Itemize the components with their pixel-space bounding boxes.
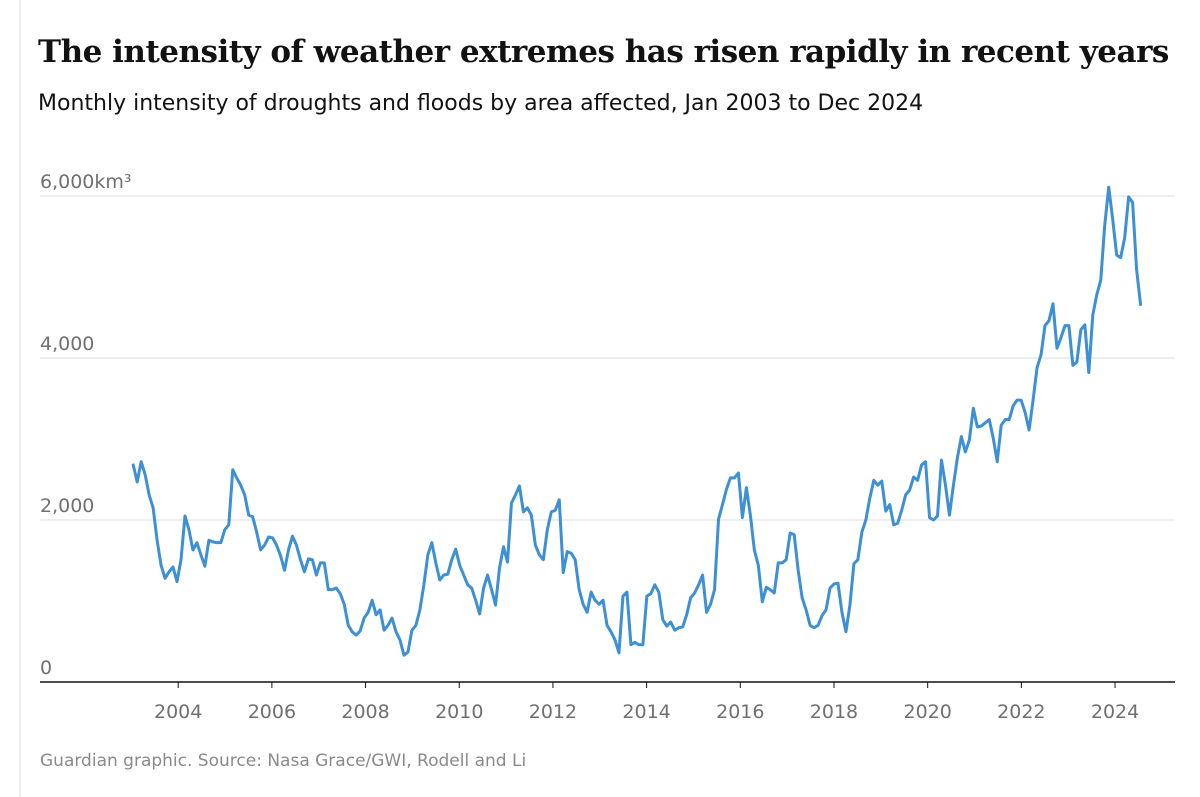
data-line — [131, 185, 1143, 657]
x-tick-label: 2004 — [154, 701, 202, 723]
x-tick-label: 2018 — [810, 701, 858, 723]
x-tick-label: 2024 — [1091, 701, 1139, 723]
x-tick-label: 2012 — [529, 701, 577, 723]
x-tick-label: 2006 — [248, 701, 296, 723]
x-tick-label: 2010 — [435, 701, 483, 723]
chart-title: The intensity of weather extremes has ri… — [38, 34, 1169, 70]
x-tick-label: 2016 — [716, 701, 764, 723]
x-tick-label: 2008 — [341, 701, 389, 723]
x-tick-label: 2022 — [997, 701, 1045, 723]
y-tick-label: 0 — [40, 657, 52, 679]
source-note: Guardian graphic. Source: Nasa Grace/GWI… — [40, 751, 526, 771]
x-tick-label: 2014 — [622, 701, 670, 723]
x-tick-label: 2020 — [903, 701, 951, 723]
y-tick-label: 4,000 — [40, 333, 94, 355]
y-tick-label: 2,000 — [40, 495, 94, 517]
chart-subtitle: Monthly intensity of droughts and floods… — [38, 91, 923, 116]
y-tick-label: 6,000km³ — [40, 171, 132, 193]
